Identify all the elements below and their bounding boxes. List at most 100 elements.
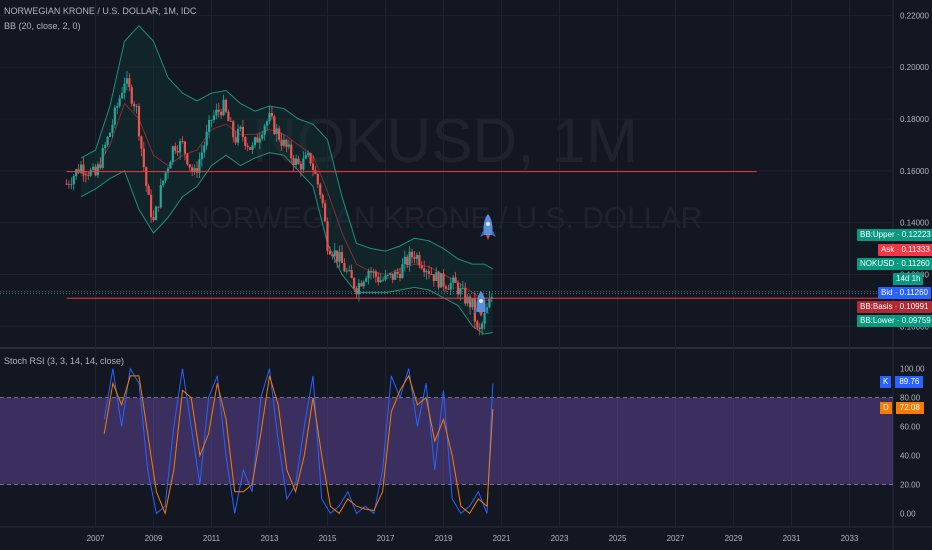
candle-body xyxy=(350,270,353,279)
time-tick-label: 2011 xyxy=(203,534,221,543)
price-tick-label: 0.22000 xyxy=(900,11,929,20)
stoch-tag: K 89.76 xyxy=(880,376,924,388)
candle-body xyxy=(323,203,327,222)
candle-body xyxy=(290,144,293,159)
candle-body xyxy=(84,174,87,176)
candle-body xyxy=(365,278,368,282)
candle-body xyxy=(273,116,276,135)
stoch-indicator-label[interactable]: Stoch RSI (3, 3, 14, 14, close) xyxy=(4,356,125,366)
candle-body xyxy=(282,139,286,146)
candle-body xyxy=(67,183,71,185)
time-tick-label: 2007 xyxy=(87,534,105,543)
candle-body xyxy=(123,83,126,93)
candle-body xyxy=(125,78,129,84)
candle-body xyxy=(118,98,121,107)
candle-body xyxy=(432,274,435,282)
candle-body xyxy=(415,255,419,259)
price-tag-separator: · xyxy=(894,230,902,239)
candle-body xyxy=(212,115,216,120)
price-tick-label: 0.16000 xyxy=(900,167,929,176)
candle-body xyxy=(386,275,390,276)
candle-body xyxy=(159,185,162,208)
candle-body xyxy=(176,150,179,153)
candle-body xyxy=(403,256,406,265)
candle-body xyxy=(483,313,486,324)
symbol-title[interactable]: NORWEGIAN KRONE / U.S. DOLLAR, 1M, IDC xyxy=(4,6,197,16)
candle-body xyxy=(311,163,315,170)
stoch-tick-label: 60.00 xyxy=(900,423,921,432)
candle-body xyxy=(241,126,245,138)
candle-body xyxy=(464,287,467,304)
candle-body xyxy=(258,138,261,143)
time-tick-label: 2031 xyxy=(783,534,801,543)
candle-body xyxy=(379,280,382,283)
candle-body xyxy=(360,283,363,287)
price-tag-separator: · xyxy=(894,245,902,254)
stoch-tag-label: K xyxy=(880,376,892,388)
candle-body xyxy=(418,255,421,266)
price-tag-label: Bid xyxy=(881,288,893,297)
time-tick-label: 2015 xyxy=(319,534,337,543)
price-tag-label: Ask xyxy=(881,245,895,254)
candle-body xyxy=(183,141,187,154)
candle-body xyxy=(113,107,116,125)
candle-body xyxy=(377,276,380,283)
candle-body xyxy=(331,254,334,257)
candle-body xyxy=(343,263,346,272)
stoch-band xyxy=(0,397,893,485)
candle-body xyxy=(166,168,170,173)
candle-body xyxy=(336,250,339,262)
price-tag-separator: · xyxy=(892,288,900,297)
candle-body xyxy=(215,109,218,116)
time-tick-label: 2025 xyxy=(609,534,627,543)
candle-body xyxy=(420,265,423,269)
candle-body xyxy=(65,183,68,185)
time-tick-label: 2033 xyxy=(841,534,859,543)
candle-body xyxy=(82,164,85,175)
price-tag: NOKUSD · 0.11260 xyxy=(857,258,932,270)
candle-body xyxy=(309,153,312,164)
candle-body xyxy=(449,282,452,290)
price-tick-label: 0.20000 xyxy=(900,63,929,72)
time-tick-label: 2013 xyxy=(261,534,279,543)
candle-body xyxy=(473,298,477,322)
candle-body xyxy=(178,141,182,153)
bb-indicator-label[interactable]: BB (20, close, 2, 0) xyxy=(4,21,81,31)
candle-body xyxy=(381,279,385,281)
candle-body xyxy=(152,217,155,221)
candle-body xyxy=(200,152,203,160)
candle-body xyxy=(164,172,167,181)
price-tag-value: 0.09759 xyxy=(901,316,931,325)
candle-body xyxy=(234,137,237,143)
price-tag: BB:Basis · 0.10991 xyxy=(857,301,932,313)
candle-body xyxy=(439,273,443,288)
candle-body xyxy=(99,164,102,168)
candle-body xyxy=(454,277,457,283)
candle-body xyxy=(468,296,472,308)
candle-body xyxy=(391,273,394,280)
candle-body xyxy=(321,194,324,204)
candle-body xyxy=(72,176,75,185)
candle-body xyxy=(104,145,107,149)
stoch-tag-label: D xyxy=(880,402,892,414)
candle-body xyxy=(338,252,341,262)
candle-body xyxy=(181,141,184,142)
candle-body xyxy=(70,184,73,186)
candle-body xyxy=(128,78,131,88)
time-tick-label: 2009 xyxy=(145,534,163,543)
rocket-up-icon xyxy=(480,214,496,240)
candle-body xyxy=(220,111,223,116)
candle-body xyxy=(188,164,191,168)
candle-body xyxy=(357,283,361,295)
price-tag-value: 0.12223 xyxy=(901,230,931,239)
candle-body xyxy=(413,257,416,259)
candle-body xyxy=(425,271,428,273)
candle-body xyxy=(348,270,351,271)
price-tag: 14d 1h xyxy=(893,273,924,285)
candle-body xyxy=(96,164,100,176)
candle-body xyxy=(427,271,431,274)
candle-body xyxy=(285,139,288,147)
candle-body xyxy=(302,158,305,170)
candle-body xyxy=(87,174,90,176)
